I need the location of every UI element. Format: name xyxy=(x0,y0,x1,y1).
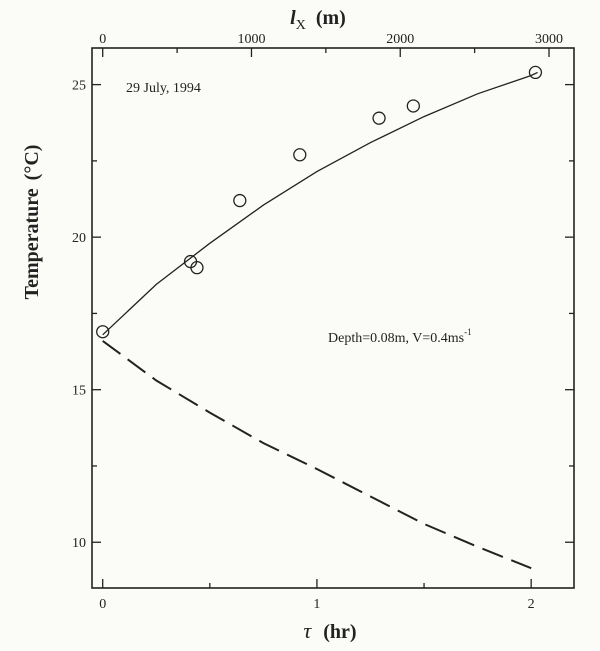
date-annotation: 29 July, 1994 xyxy=(126,81,201,96)
y-axis-label: Temperature xyxy=(21,188,43,299)
top-x-tick-label: 2000 xyxy=(386,32,414,47)
condition-annotation-sup: -1 xyxy=(464,327,472,337)
x-tick-label: 0 xyxy=(99,597,106,612)
top-x-tick-label: 1000 xyxy=(237,32,265,47)
x-axis-title: τ (hr) xyxy=(303,618,356,643)
y-tick-label: 25 xyxy=(72,79,86,94)
data-points xyxy=(96,65,543,339)
data-point xyxy=(190,261,204,275)
condition-annotation: Depth=0.08m, V=0.4ms-1 xyxy=(328,327,472,346)
top-x-tick-label: 0 xyxy=(99,32,106,47)
axis-ticks xyxy=(92,48,574,588)
top-x-axis-sub: X xyxy=(296,18,306,33)
data-point xyxy=(372,111,386,125)
x-axis-symbol: τ xyxy=(303,618,312,643)
y-tick-label: 15 xyxy=(72,384,86,399)
x-tick-label: 1 xyxy=(313,597,320,612)
x-tick-label: 2 xyxy=(528,597,535,612)
top-x-axis-symbol: l xyxy=(290,7,296,29)
y-tick-label: 20 xyxy=(72,231,86,246)
data-point xyxy=(96,325,110,339)
y-tick-label: 10 xyxy=(72,536,86,551)
top-x-axis-title: lX (m) xyxy=(290,7,346,33)
top-x-axis-unit: (m) xyxy=(316,7,346,29)
plot-frame xyxy=(91,47,575,589)
data-point xyxy=(293,148,307,162)
data-point xyxy=(528,65,543,80)
y-axis-title: Temperature (°C) xyxy=(21,145,43,300)
x-axis-unit: (hr) xyxy=(323,621,356,643)
fit-lines xyxy=(102,71,538,570)
dashed-fit-line xyxy=(102,340,532,570)
y-axis-unit: (°C) xyxy=(21,145,43,181)
data-point xyxy=(406,99,420,113)
solid-fit-line xyxy=(102,71,538,336)
top-x-tick-label: 3000 xyxy=(535,32,563,47)
condition-annotation-main: Depth=0.08m, V=0.4ms xyxy=(328,331,464,346)
data-point xyxy=(233,193,247,208)
